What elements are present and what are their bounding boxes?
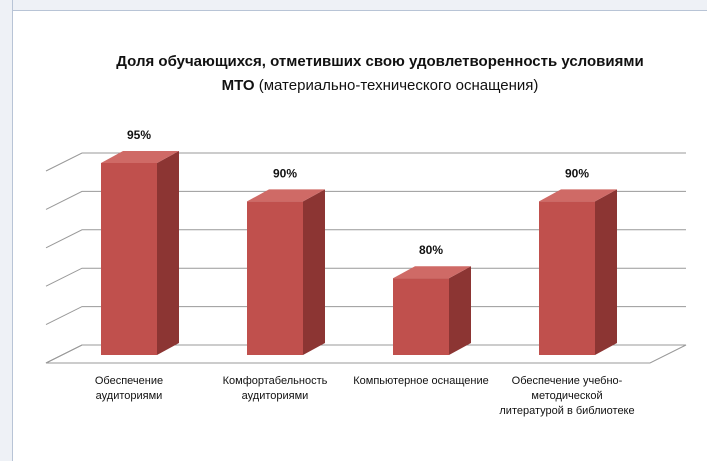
bar	[101, 151, 179, 355]
data-label: 95%	[127, 128, 151, 142]
grid-line	[45, 229, 686, 249]
bar-front	[101, 163, 157, 355]
window-edge	[0, 0, 707, 11]
bar-front	[539, 201, 595, 355]
bar-side	[595, 189, 617, 355]
data-label: 80%	[419, 243, 443, 257]
title-main: Доля обучающихся, отметивших свою удовле…	[116, 53, 644, 94]
grid-line	[45, 344, 686, 364]
grid-line	[45, 306, 686, 326]
bar-side	[449, 266, 471, 355]
bar	[247, 189, 325, 355]
data-label: 90%	[273, 166, 297, 180]
chart-title: Доля обучающихся, отметивших свою удовле…	[115, 50, 645, 98]
x-tick-label: Обеспечение аудиториями	[94, 375, 164, 402]
bar-top	[393, 266, 471, 279]
x-tick-label: Компьютерное оснащение	[353, 375, 489, 387]
bar-front	[393, 278, 449, 355]
bar-top	[539, 189, 617, 202]
bar-top	[247, 189, 325, 202]
title-note: (материально-технического оснащения)	[258, 77, 539, 94]
window-edge	[0, 0, 13, 461]
x-tick-label: Обеспечение учебно-методической литерату…	[499, 375, 635, 417]
bar-side	[303, 189, 325, 355]
grid-line	[45, 190, 686, 210]
bar	[539, 189, 617, 355]
bar	[393, 266, 471, 355]
grid-line	[45, 152, 686, 172]
bar-top	[101, 151, 179, 163]
data-label: 90%	[565, 166, 589, 180]
bar-front	[247, 201, 303, 355]
x-tick-label: Комфортабельность аудиториями	[222, 375, 328, 402]
bar-side	[157, 151, 179, 355]
grid-line	[45, 267, 686, 287]
